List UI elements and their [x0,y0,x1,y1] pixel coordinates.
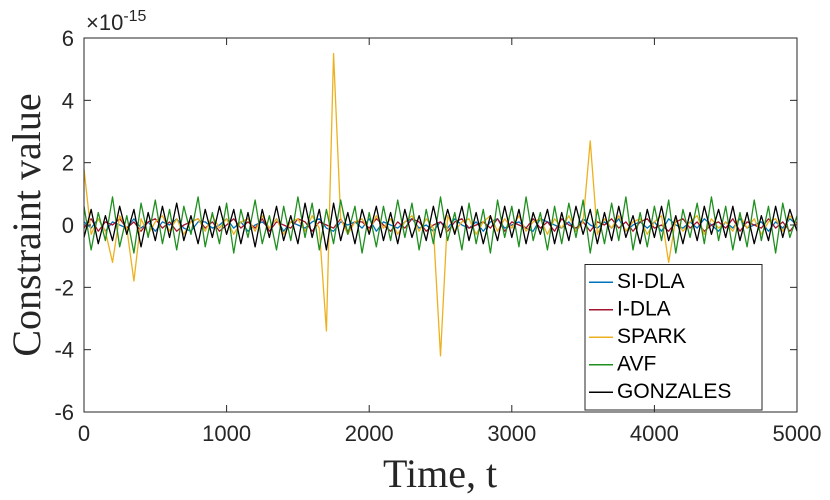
y-tick-label: -2 [54,275,74,300]
x-tick-label: 1000 [202,421,251,446]
y-tick-label: 0 [62,213,74,238]
y-axis-label: Constraint value [4,93,49,356]
x-tick-label: 0 [78,421,90,446]
multiplier-base: ×10 [86,10,123,35]
series-line [83,218,798,232]
legend-label: AVF [617,352,656,375]
legend-label: I-DLA [617,297,671,320]
legend-box [584,264,763,411]
multiplier-exponent: -15 [123,8,146,25]
y-tick-label: -4 [54,338,74,363]
x-tick-label: 5000 [773,421,822,446]
x-tick-label: 3000 [487,421,536,446]
y-tick-label: 6 [62,26,74,51]
series-line [83,196,798,254]
y-multiplier: ×10-15 [86,8,147,35]
legend-label: GONZALES [617,380,731,403]
series-line [83,202,798,251]
x-tick-label: 4000 [630,421,679,446]
y-tick-label: 4 [62,88,74,113]
legend: SI-DLA I-DLA SPARK AVF GONZALES [584,264,763,411]
x-axis-label: Time, t [383,451,497,496]
y-tick-label: -6 [54,400,74,425]
legend-label: SI-DLA [617,270,685,293]
x-tick-label: 2000 [345,421,394,446]
y-tick-label: 2 [62,151,74,176]
legend-label: SPARK [617,325,687,348]
plot-area [83,52,798,357]
